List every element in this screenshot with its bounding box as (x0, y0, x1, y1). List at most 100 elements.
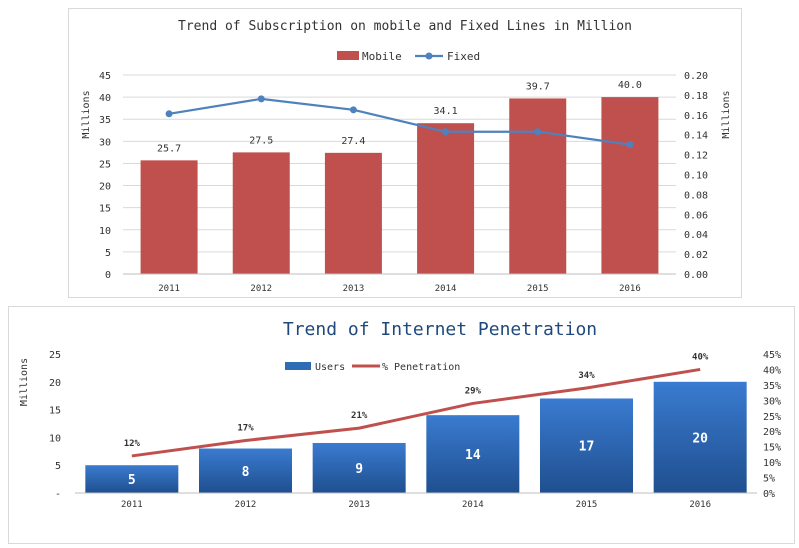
users-bar (540, 398, 633, 493)
y-left-tick-label: 45 (99, 71, 111, 82)
y-right-tick-label: 20% (763, 427, 781, 438)
y-right-tick-label: 30% (763, 396, 781, 407)
mobile-bar (324, 152, 382, 274)
legend-mobile-label: Mobile (362, 50, 402, 63)
y-right-tick-label: 0.10 (684, 171, 708, 182)
mobile-bar-value-label: 34.1 (434, 106, 458, 117)
mobile-bar (417, 123, 475, 274)
subscription-chart-panel: Trend of Subscription on mobile and Fixe… (68, 8, 742, 298)
y-left-tick-label: 30 (99, 137, 111, 148)
y-right-tick-label: 0.02 (684, 250, 708, 261)
users-bar (426, 415, 520, 493)
x-tick-label: 2015 (576, 500, 598, 510)
y-right-axis-label: Millions (721, 90, 732, 138)
fixed-series-point (349, 106, 357, 114)
y-left-axis-label: Millions (19, 358, 30, 406)
fixed-series-point (534, 128, 542, 136)
users-bar-value-label: 9 (355, 462, 363, 477)
mobile-bar-value-label: 27.5 (249, 135, 273, 146)
y-left-tick-label: 25 (99, 159, 111, 170)
internet-penetration-chart-panel: Trend of Internet Penetration - 5 10 15 20 25 0… (8, 306, 795, 544)
y-left-axis-label: Millions (81, 90, 92, 138)
y-right-tick-label: 35% (763, 381, 781, 392)
y-right-tick-label: 0% (763, 489, 775, 500)
mobile-bar (140, 160, 198, 274)
users-bar-value-label: 17 (579, 440, 595, 455)
y-left-tick-label: 15 (99, 204, 111, 215)
y-right-tick-label: 0.18 (684, 91, 708, 102)
y-right-tick-label: 0.06 (684, 210, 708, 221)
y-left-tick-label: 5 (105, 248, 111, 259)
y-left-tick-label: 20 (99, 182, 111, 193)
users-bar-value-label: 14 (465, 448, 481, 463)
penetration-series-line (131, 367, 701, 458)
x-tick-label: 2016 (619, 284, 641, 294)
y-left-tick-label: 10 (49, 433, 61, 444)
y-left-tick-label: 35 (99, 115, 111, 126)
x-tick-label: 2011 (158, 284, 180, 294)
y-right-tick-label: 0.12 (684, 151, 708, 162)
users-bar (199, 448, 292, 493)
legend-fixed-marker (425, 52, 433, 60)
mobile-bar-value-label: 40.0 (618, 80, 642, 91)
mobile-bar-value-label: 25.7 (157, 143, 181, 154)
y-left-tick-label: 25 (49, 350, 61, 361)
penetration-value-label: 34% (578, 371, 595, 381)
x-tick-label: 2011 (121, 500, 143, 510)
users-bar (312, 442, 406, 493)
y-left-tick-label: 15 (49, 406, 61, 417)
y-right-tick-label: 5% (763, 474, 775, 485)
users-bar-value-label: 20 (692, 431, 708, 446)
mobile-bar (509, 98, 567, 274)
fixed-series-point (257, 95, 265, 103)
users-bar-value-label: 5 (128, 473, 136, 488)
users-bar-value-label: 8 (242, 465, 250, 480)
y-right-tick-label: 25% (763, 412, 781, 423)
y-right-tick-label: 40% (763, 365, 781, 376)
subscription-chart: Trend of Subscription on mobile and Fixe… (81, 19, 732, 294)
x-tick-label: 2012 (250, 284, 272, 294)
users-bar (653, 381, 747, 493)
penetration-value-label: 12% (124, 439, 141, 449)
y-right-tick-label: 0.16 (684, 111, 708, 122)
y-right-tick-label: 10% (763, 458, 781, 469)
y-right-tick-label: 0.04 (684, 230, 708, 241)
legend-users-label: Users (315, 362, 345, 373)
y-right-tick-label: 0.08 (684, 190, 708, 201)
y-right-tick-label: 15% (763, 443, 781, 454)
y-right-tick-label: 0.20 (684, 71, 708, 82)
x-tick-label: 2016 (689, 500, 711, 510)
y-left-tick-label: 20 (49, 378, 61, 389)
fixed-series-point (442, 128, 450, 136)
penetration-value-label: 29% (465, 386, 482, 396)
fixed-series-point (626, 141, 634, 149)
legend-penetration-label: % Penetration (382, 362, 460, 373)
legend-mobile-swatch (337, 51, 359, 60)
y-right-tick-label: 45% (763, 350, 781, 361)
x-tick-label: 2015 (527, 284, 549, 294)
y-right-tick-label: 0.00 (684, 270, 708, 281)
mobile-bar (232, 152, 290, 274)
mobile-bar-value-label: 39.7 (526, 81, 550, 92)
y-left-tick-label: 40 (99, 93, 111, 104)
x-tick-label: 2013 (348, 500, 370, 510)
x-tick-label: 2013 (343, 284, 365, 294)
legend-users-swatch (285, 362, 311, 370)
y-right-tick-label: 0.14 (684, 131, 708, 142)
chart-title: Trend of Subscription on mobile and Fixe… (178, 19, 632, 34)
y-left-tick-label: 5 (55, 461, 61, 472)
fixed-series-line (168, 97, 631, 146)
y-left-tick-label: 0 (105, 270, 111, 281)
fixed-series-point (165, 110, 173, 118)
legend-fixed-label: Fixed (447, 50, 480, 63)
x-tick-label: 2012 (235, 500, 257, 510)
penetration-value-label: 40% (692, 352, 709, 362)
internet-penetration-chart: Trend of Internet Penetration - 5 10 15 20 25 0… (19, 319, 781, 510)
mobile-bar (601, 97, 659, 274)
chart-title: Trend of Internet Penetration (283, 319, 597, 340)
mobile-bar-value-label: 27.4 (341, 136, 365, 147)
x-tick-label: 2014 (435, 284, 457, 294)
penetration-value-label: 21% (351, 411, 368, 421)
y-left-tick-label: - (55, 489, 61, 500)
penetration-value-label: 17% (237, 423, 254, 433)
